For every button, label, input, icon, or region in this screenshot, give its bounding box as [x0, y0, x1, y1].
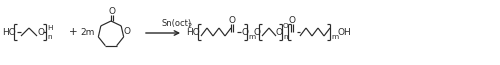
- Text: O: O: [288, 15, 295, 25]
- Text: 2: 2: [188, 23, 192, 29]
- Text: O: O: [108, 6, 115, 15]
- Text: O: O: [228, 15, 235, 25]
- Text: H: H: [47, 25, 52, 31]
- Text: m: m: [248, 34, 256, 40]
- Text: O: O: [241, 27, 248, 37]
- Text: 2m: 2m: [80, 27, 94, 37]
- Text: m: m: [331, 34, 338, 40]
- Text: O: O: [276, 27, 283, 37]
- Text: n: n: [47, 34, 52, 40]
- Text: OH: OH: [337, 27, 351, 37]
- Text: HO: HO: [186, 27, 200, 37]
- Text: HO: HO: [2, 27, 16, 37]
- Text: O: O: [37, 27, 44, 37]
- Text: Sn(oct): Sn(oct): [161, 19, 191, 27]
- Text: O: O: [253, 27, 260, 37]
- Text: n: n: [283, 34, 288, 40]
- Text: O: O: [124, 27, 131, 36]
- Text: O: O: [283, 23, 289, 29]
- Text: +: +: [68, 27, 78, 37]
